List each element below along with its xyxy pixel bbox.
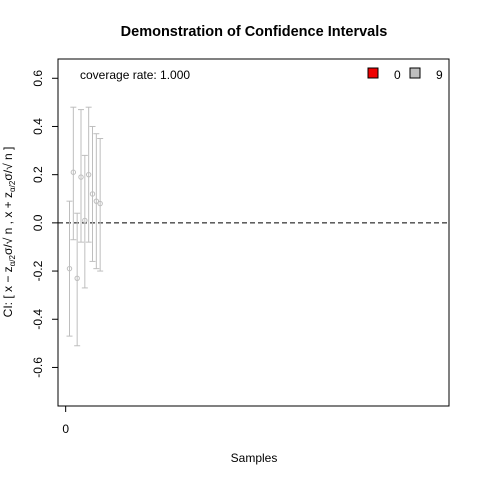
y-label-sub-two-2: 2: [8, 180, 17, 185]
y-label-sub-alpha-2: α: [8, 187, 17, 192]
y-axis: -0.6 -0.4 -0.2 0.0 0.2 0.4 0.6: [31, 70, 58, 378]
x-axis-label: Samples: [231, 451, 278, 465]
y-axis-label: CI: [ x − zα/2σ/√ n , x + zα/2σ/√ n ]: [1, 147, 17, 318]
y-label-middle: σ/√ n , x + z: [1, 192, 15, 255]
legend-label-1: 9: [436, 68, 443, 82]
plot-area: [57, 58, 450, 407]
interval-mean-point-1: [66, 265, 73, 272]
legend-label-0: 0: [394, 68, 401, 82]
interval-mean-point-8: [93, 198, 100, 204]
interval-group: [66, 106, 104, 347]
interval-mean-point-9: [97, 200, 103, 207]
y-tick-label-1: -0.4: [31, 309, 45, 330]
interval-mean-point-2: [70, 169, 77, 175]
y-tick-label-6: 0.6: [31, 70, 45, 87]
interval-mean-point-4: [78, 174, 84, 180]
interval-mean-point-6: [85, 171, 92, 178]
y-label-suffix: σ/√ n ]: [1, 147, 15, 181]
chart-title: Demonstration of Confidence Intervals: [121, 24, 388, 40]
interval-mean-point-5: [82, 217, 88, 224]
y-label-slash-2: /: [8, 184, 17, 187]
y-tick-label-2: -0.2: [31, 260, 45, 281]
y-tick-label-4: 0.2: [31, 166, 45, 183]
y-tick-label-0: -0.6: [31, 357, 45, 378]
coverage-rate-label: coverage rate: 1.000: [80, 68, 190, 82]
legend-swatch-0: [367, 67, 379, 79]
y-tick-label-3: 0.0: [31, 214, 45, 231]
legend-swatch-1: [409, 67, 421, 79]
y-tick-label-5: 0.4: [31, 118, 45, 135]
interval-mean-point-7: [89, 191, 96, 197]
y-label-minus: − z: [1, 266, 15, 286]
interval-mean-point-3: [74, 275, 80, 281]
y-label-prefix: CI: [ x: [1, 286, 15, 317]
y-label-slash-1: /: [8, 259, 17, 262]
y-label-sub-two-1: 2: [8, 254, 17, 259]
x-axis: 0: [62, 406, 69, 436]
y-label-sub-alpha-1: α: [8, 261, 17, 266]
x-tick-label-0: 0: [62, 422, 69, 436]
